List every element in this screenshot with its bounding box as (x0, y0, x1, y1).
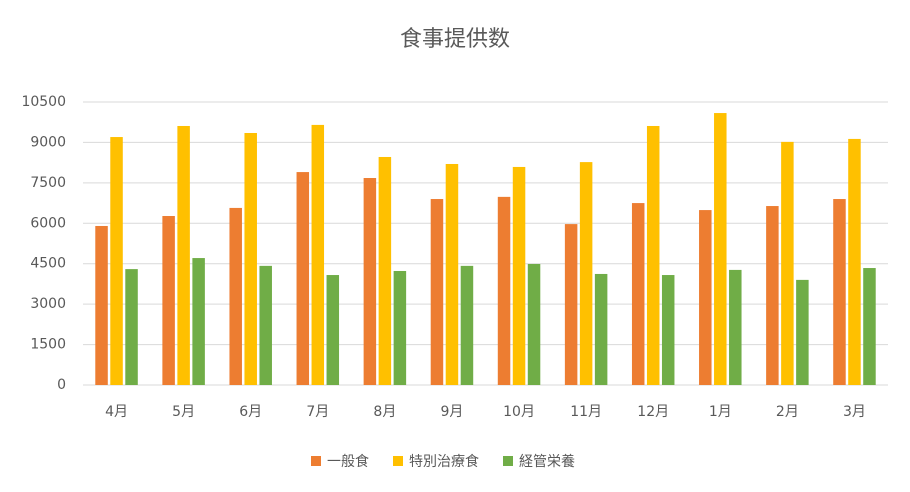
x-tick-label: 5月 (172, 404, 195, 420)
bar (579, 162, 593, 385)
legend-label: 特別治療食 (409, 453, 479, 470)
bar (594, 273, 608, 385)
bar (497, 196, 511, 385)
x-tick-label: 6月 (239, 404, 262, 420)
x-tick-label: 3月 (843, 404, 866, 420)
bar (378, 156, 392, 385)
legend-label: 一般食 (327, 453, 369, 470)
bar (661, 275, 675, 385)
bar (393, 270, 407, 385)
x-tick-label: 1月 (709, 404, 732, 420)
x-tick-label: 7月 (306, 404, 329, 420)
x-tick-label: 12月 (637, 404, 669, 420)
y-tick-label: 0 (57, 377, 66, 393)
bar (833, 199, 846, 385)
bar (326, 275, 340, 385)
bar (460, 265, 474, 385)
bar (110, 137, 123, 385)
x-tick-label: 4月 (105, 404, 128, 420)
bar (796, 279, 809, 385)
legend-swatch (503, 456, 513, 466)
chart-title: 食事提供数 (400, 27, 510, 52)
bar (699, 210, 712, 385)
y-tick-label: 9000 (30, 134, 66, 150)
bar (192, 258, 205, 385)
bar (714, 113, 727, 385)
bar (781, 141, 794, 385)
x-tick-label: 8月 (373, 404, 396, 420)
y-tick-label: 3000 (30, 296, 66, 312)
x-tick-label: 9月 (440, 404, 463, 420)
x-tick-label: 11月 (570, 404, 602, 420)
bar (863, 268, 876, 385)
bar (564, 224, 578, 385)
y-tick-label: 10500 (21, 94, 66, 110)
bar (512, 166, 526, 385)
bar (95, 225, 108, 385)
y-tick-label: 6000 (30, 215, 66, 231)
x-tick-label: 10月 (503, 404, 535, 420)
bar (125, 269, 138, 385)
y-tick-label: 7500 (30, 175, 66, 191)
bar (631, 203, 645, 385)
bar (363, 178, 377, 385)
bar (311, 124, 325, 386)
bar (259, 265, 272, 385)
bar (430, 199, 444, 385)
bar (296, 172, 310, 385)
bar (766, 206, 779, 385)
bar (646, 125, 660, 386)
bar (162, 216, 175, 385)
bar (729, 269, 742, 385)
bar (445, 163, 459, 385)
x-tick-label: 2月 (776, 404, 799, 420)
bar (527, 263, 541, 385)
y-tick-label: 1500 (30, 337, 66, 353)
legend-swatch (311, 456, 321, 466)
bar (848, 138, 861, 385)
legend-label: 経管栄養 (519, 453, 575, 470)
bar (177, 125, 190, 386)
y-tick-label: 4500 (30, 256, 66, 272)
bar (244, 132, 257, 385)
bar (229, 207, 242, 385)
legend-swatch (393, 456, 403, 466)
